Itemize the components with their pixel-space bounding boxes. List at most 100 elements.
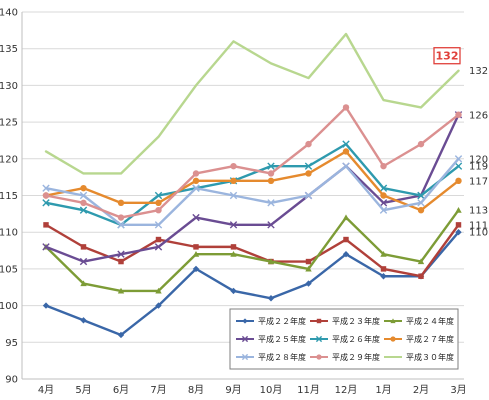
- data-point-stroke: [42, 184, 50, 192]
- x-tick-label: 8月: [188, 384, 204, 396]
- legend-label: 平成２４年度: [406, 316, 454, 326]
- data-point: [316, 354, 322, 360]
- data-point-stroke: [342, 162, 350, 170]
- data-point-stroke: [417, 199, 425, 207]
- data-point: [315, 335, 323, 343]
- y-tick-label: 100: [0, 301, 18, 312]
- data-point: [230, 162, 237, 170]
- data-point: [390, 336, 396, 342]
- data-point-stroke: [117, 221, 125, 229]
- series-line: [44, 32, 460, 175]
- series-line: [44, 208, 460, 293]
- data-point: [342, 214, 350, 221]
- data-point: [390, 318, 396, 324]
- legend-item: 平成２４年度: [384, 316, 454, 326]
- legend-label: 平成２５年度: [258, 334, 306, 344]
- data-point-stroke: [79, 191, 88, 200]
- data-point: [267, 170, 275, 177]
- data-point: [42, 192, 50, 199]
- data-point: [229, 191, 238, 200]
- legend-label: 平成２９年度: [332, 352, 380, 362]
- data-point: [267, 199, 275, 207]
- series-line: [44, 157, 460, 227]
- series-line: [44, 106, 460, 219]
- data-point: [418, 273, 424, 279]
- x-tick-label: 2月: [413, 384, 429, 396]
- data-point-stroke: [192, 184, 200, 192]
- data-point: [343, 236, 349, 243]
- data-point-stroke: [342, 140, 350, 148]
- legend-item: 平成２９年度: [310, 352, 380, 362]
- data-point: [380, 273, 387, 280]
- series-line: [44, 230, 460, 337]
- data-point: [155, 199, 162, 207]
- legend-label: 平成２８年度: [258, 352, 306, 362]
- data-point-stroke: [379, 206, 388, 214]
- data-point: [267, 162, 275, 170]
- data-point: [342, 162, 350, 170]
- data-point-stroke: [454, 155, 463, 163]
- data-point: [305, 258, 312, 265]
- data-point-stroke: [229, 221, 238, 229]
- data-point-stroke: [315, 335, 323, 343]
- data-point: [242, 318, 248, 324]
- data-point-stroke: [241, 353, 249, 361]
- data-point: [155, 236, 162, 243]
- x-tick-label: 6月: [113, 384, 129, 396]
- legend-item: 平成２８年度: [236, 352, 306, 362]
- data-point: [80, 184, 87, 192]
- x-tick-label: 7月: [150, 384, 166, 396]
- data-point: [230, 244, 237, 250]
- data-point: [417, 206, 425, 214]
- series-2: [43, 222, 462, 279]
- data-point: [117, 250, 125, 258]
- legend-box: [229, 308, 459, 370]
- data-point: [379, 199, 388, 207]
- data-point-stroke: [241, 335, 249, 343]
- legend-item: 平成２６年度: [310, 334, 380, 344]
- data-point: [304, 191, 313, 200]
- data-point: [117, 214, 125, 221]
- series-5: [42, 140, 463, 229]
- data-point: [43, 222, 49, 228]
- data-point: [42, 199, 50, 207]
- data-point: [305, 170, 312, 177]
- y-tick-label: 130: [0, 81, 18, 92]
- end-value-label: 111: [469, 220, 488, 231]
- legend-item: 平成２２年度: [236, 316, 306, 326]
- data-point-stroke: [304, 162, 313, 170]
- y-tick-label: 90: [5, 375, 18, 386]
- series-line: [44, 142, 460, 227]
- legend-label: 平成２３年度: [332, 316, 380, 326]
- data-point: [455, 177, 462, 185]
- data-point-stroke: [192, 213, 200, 222]
- data-point-stroke: [417, 191, 425, 200]
- data-point-stroke: [267, 199, 275, 207]
- data-point-stroke: [154, 191, 163, 200]
- data-point: [455, 222, 462, 228]
- data-point: [305, 280, 312, 287]
- legend-label: 平成３０年度: [406, 352, 454, 362]
- y-tick-label: 140: [0, 8, 18, 19]
- data-point: [154, 221, 163, 229]
- data-point: [80, 280, 87, 287]
- data-point: [155, 287, 162, 294]
- data-point: [267, 221, 275, 229]
- series-lines: [42, 32, 463, 339]
- data-point-stroke: [42, 199, 50, 207]
- x-tick-label: 10月: [260, 384, 283, 396]
- x-tick-label: 12月: [335, 384, 358, 396]
- legend-label: 平成２２年度: [258, 316, 306, 326]
- data-point: [117, 199, 125, 207]
- data-point: [155, 302, 162, 309]
- data-point: [79, 257, 88, 266]
- data-point: [117, 221, 125, 229]
- data-point: [192, 170, 200, 177]
- legend-item: 平成２７年度: [384, 334, 454, 344]
- data-point: [155, 206, 162, 214]
- data-point: [241, 353, 249, 361]
- data-point: [241, 335, 249, 343]
- series-6: [42, 148, 462, 214]
